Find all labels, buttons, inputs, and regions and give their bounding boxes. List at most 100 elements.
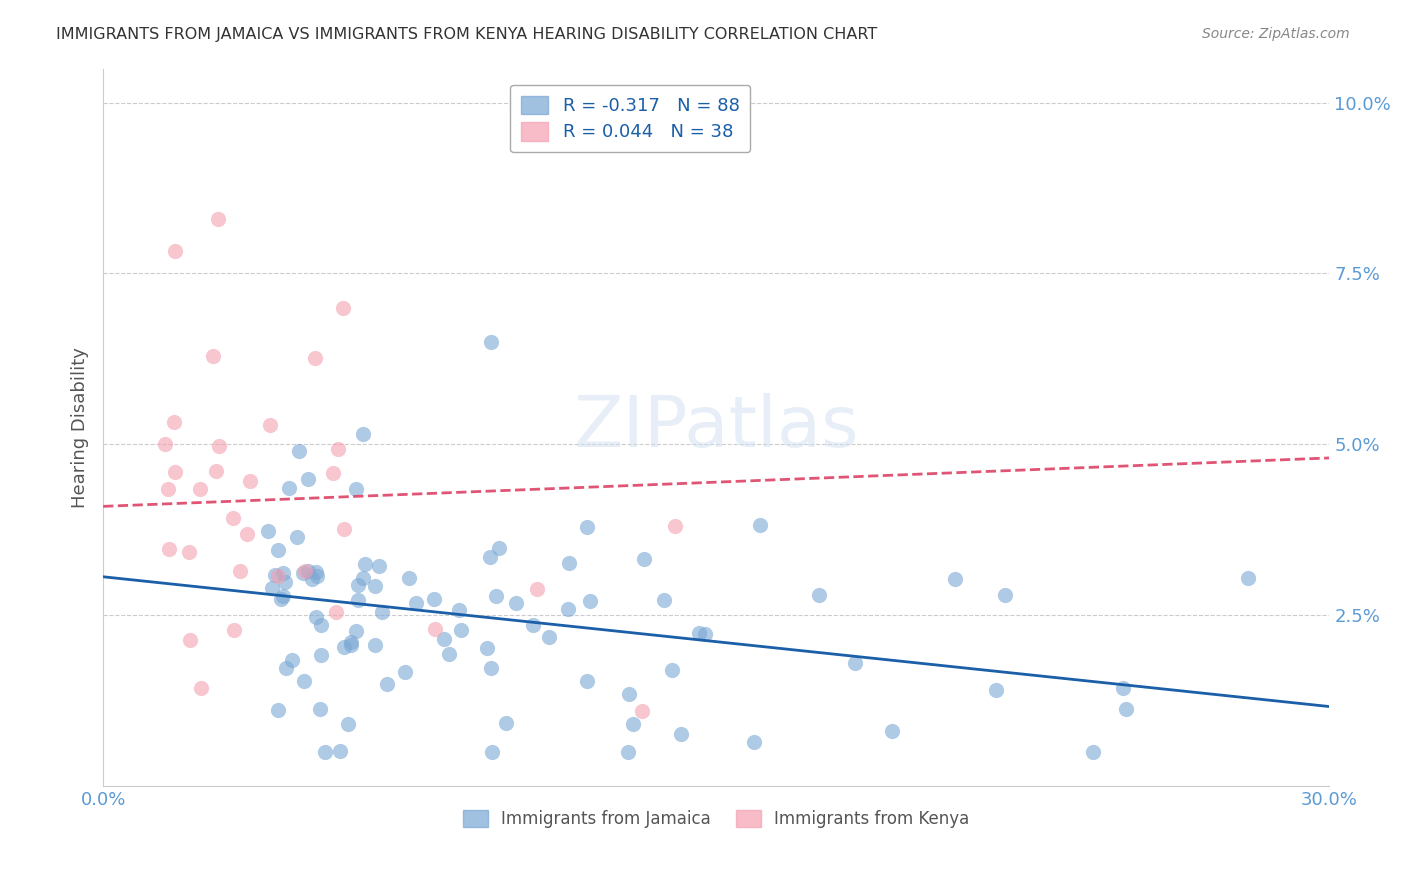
Point — [333, 522, 356, 536]
Point — [621, 717, 644, 731]
Point — [190, 681, 212, 695]
Point — [526, 582, 548, 596]
Point — [748, 518, 770, 533]
Point — [264, 568, 287, 582]
Point — [1112, 681, 1135, 695]
Point — [557, 556, 579, 570]
Point — [661, 663, 683, 677]
Point — [807, 588, 830, 602]
Point — [481, 334, 503, 349]
Point — [260, 582, 283, 596]
Point — [669, 727, 692, 741]
Point — [844, 656, 866, 670]
Point — [398, 571, 420, 585]
Point — [270, 591, 292, 606]
Point — [222, 511, 245, 525]
Point — [557, 601, 579, 615]
Point — [267, 569, 290, 583]
Point — [479, 549, 502, 564]
Point — [344, 624, 367, 638]
Point — [309, 702, 332, 716]
Point — [188, 482, 211, 496]
Point — [1236, 571, 1258, 585]
Point — [340, 638, 363, 652]
Point — [239, 475, 262, 489]
Point — [405, 596, 427, 610]
Point — [309, 648, 332, 662]
Point — [994, 588, 1017, 602]
Point — [578, 593, 600, 607]
Point — [652, 592, 675, 607]
Point — [301, 572, 323, 586]
Point — [236, 527, 259, 541]
Point — [304, 351, 326, 365]
Point — [423, 591, 446, 606]
Point — [333, 640, 356, 654]
Point — [326, 442, 349, 456]
Point — [447, 602, 470, 616]
Point — [332, 301, 354, 315]
Point — [633, 552, 655, 566]
Point — [267, 543, 290, 558]
Point — [488, 541, 510, 555]
Point — [163, 415, 186, 429]
Point — [207, 211, 229, 226]
Y-axis label: Hearing Disability: Hearing Disability — [72, 347, 89, 508]
Point — [575, 520, 598, 534]
Point — [274, 575, 297, 590]
Point — [292, 566, 315, 580]
Point — [292, 674, 315, 689]
Point — [880, 724, 903, 739]
Point — [285, 530, 308, 544]
Point — [208, 439, 231, 453]
Point — [271, 589, 294, 603]
Point — [340, 635, 363, 649]
Point — [305, 569, 328, 583]
Point — [370, 605, 392, 619]
Point — [163, 244, 186, 258]
Point — [157, 542, 180, 557]
Point — [278, 481, 301, 495]
Point — [352, 571, 374, 585]
Point — [576, 674, 599, 689]
Point — [322, 466, 344, 480]
Point — [364, 579, 387, 593]
Legend: Immigrants from Jamaica, Immigrants from Kenya: Immigrants from Jamaica, Immigrants from… — [457, 804, 976, 835]
Point — [437, 647, 460, 661]
Point — [538, 630, 561, 644]
Point — [257, 524, 280, 539]
Text: IMMIGRANTS FROM JAMAICA VS IMMIGRANTS FROM KENYA HEARING DISABILITY CORRELATION : IMMIGRANTS FROM JAMAICA VS IMMIGRANTS FR… — [56, 27, 877, 42]
Point — [481, 745, 503, 759]
Point — [367, 559, 389, 574]
Point — [177, 545, 200, 559]
Point — [522, 617, 544, 632]
Point — [347, 592, 370, 607]
Point — [305, 565, 328, 579]
Point — [433, 632, 456, 646]
Point — [423, 622, 446, 636]
Point — [354, 558, 377, 572]
Point — [267, 702, 290, 716]
Point — [156, 482, 179, 496]
Point — [364, 638, 387, 652]
Point — [744, 735, 766, 749]
Point — [201, 349, 224, 363]
Point — [375, 677, 398, 691]
Point — [294, 564, 316, 578]
Point — [287, 444, 309, 458]
Point — [205, 464, 228, 478]
Point — [179, 632, 201, 647]
Point — [485, 589, 508, 603]
Point — [344, 482, 367, 496]
Point — [688, 625, 710, 640]
Point — [281, 652, 304, 666]
Point — [479, 661, 502, 675]
Point — [271, 566, 294, 581]
Point — [617, 745, 640, 759]
Point — [1115, 702, 1137, 716]
Point — [664, 519, 686, 533]
Point — [1083, 745, 1105, 759]
Point — [943, 572, 966, 586]
Point — [630, 704, 652, 718]
Text: ZIPatlas: ZIPatlas — [574, 392, 859, 462]
